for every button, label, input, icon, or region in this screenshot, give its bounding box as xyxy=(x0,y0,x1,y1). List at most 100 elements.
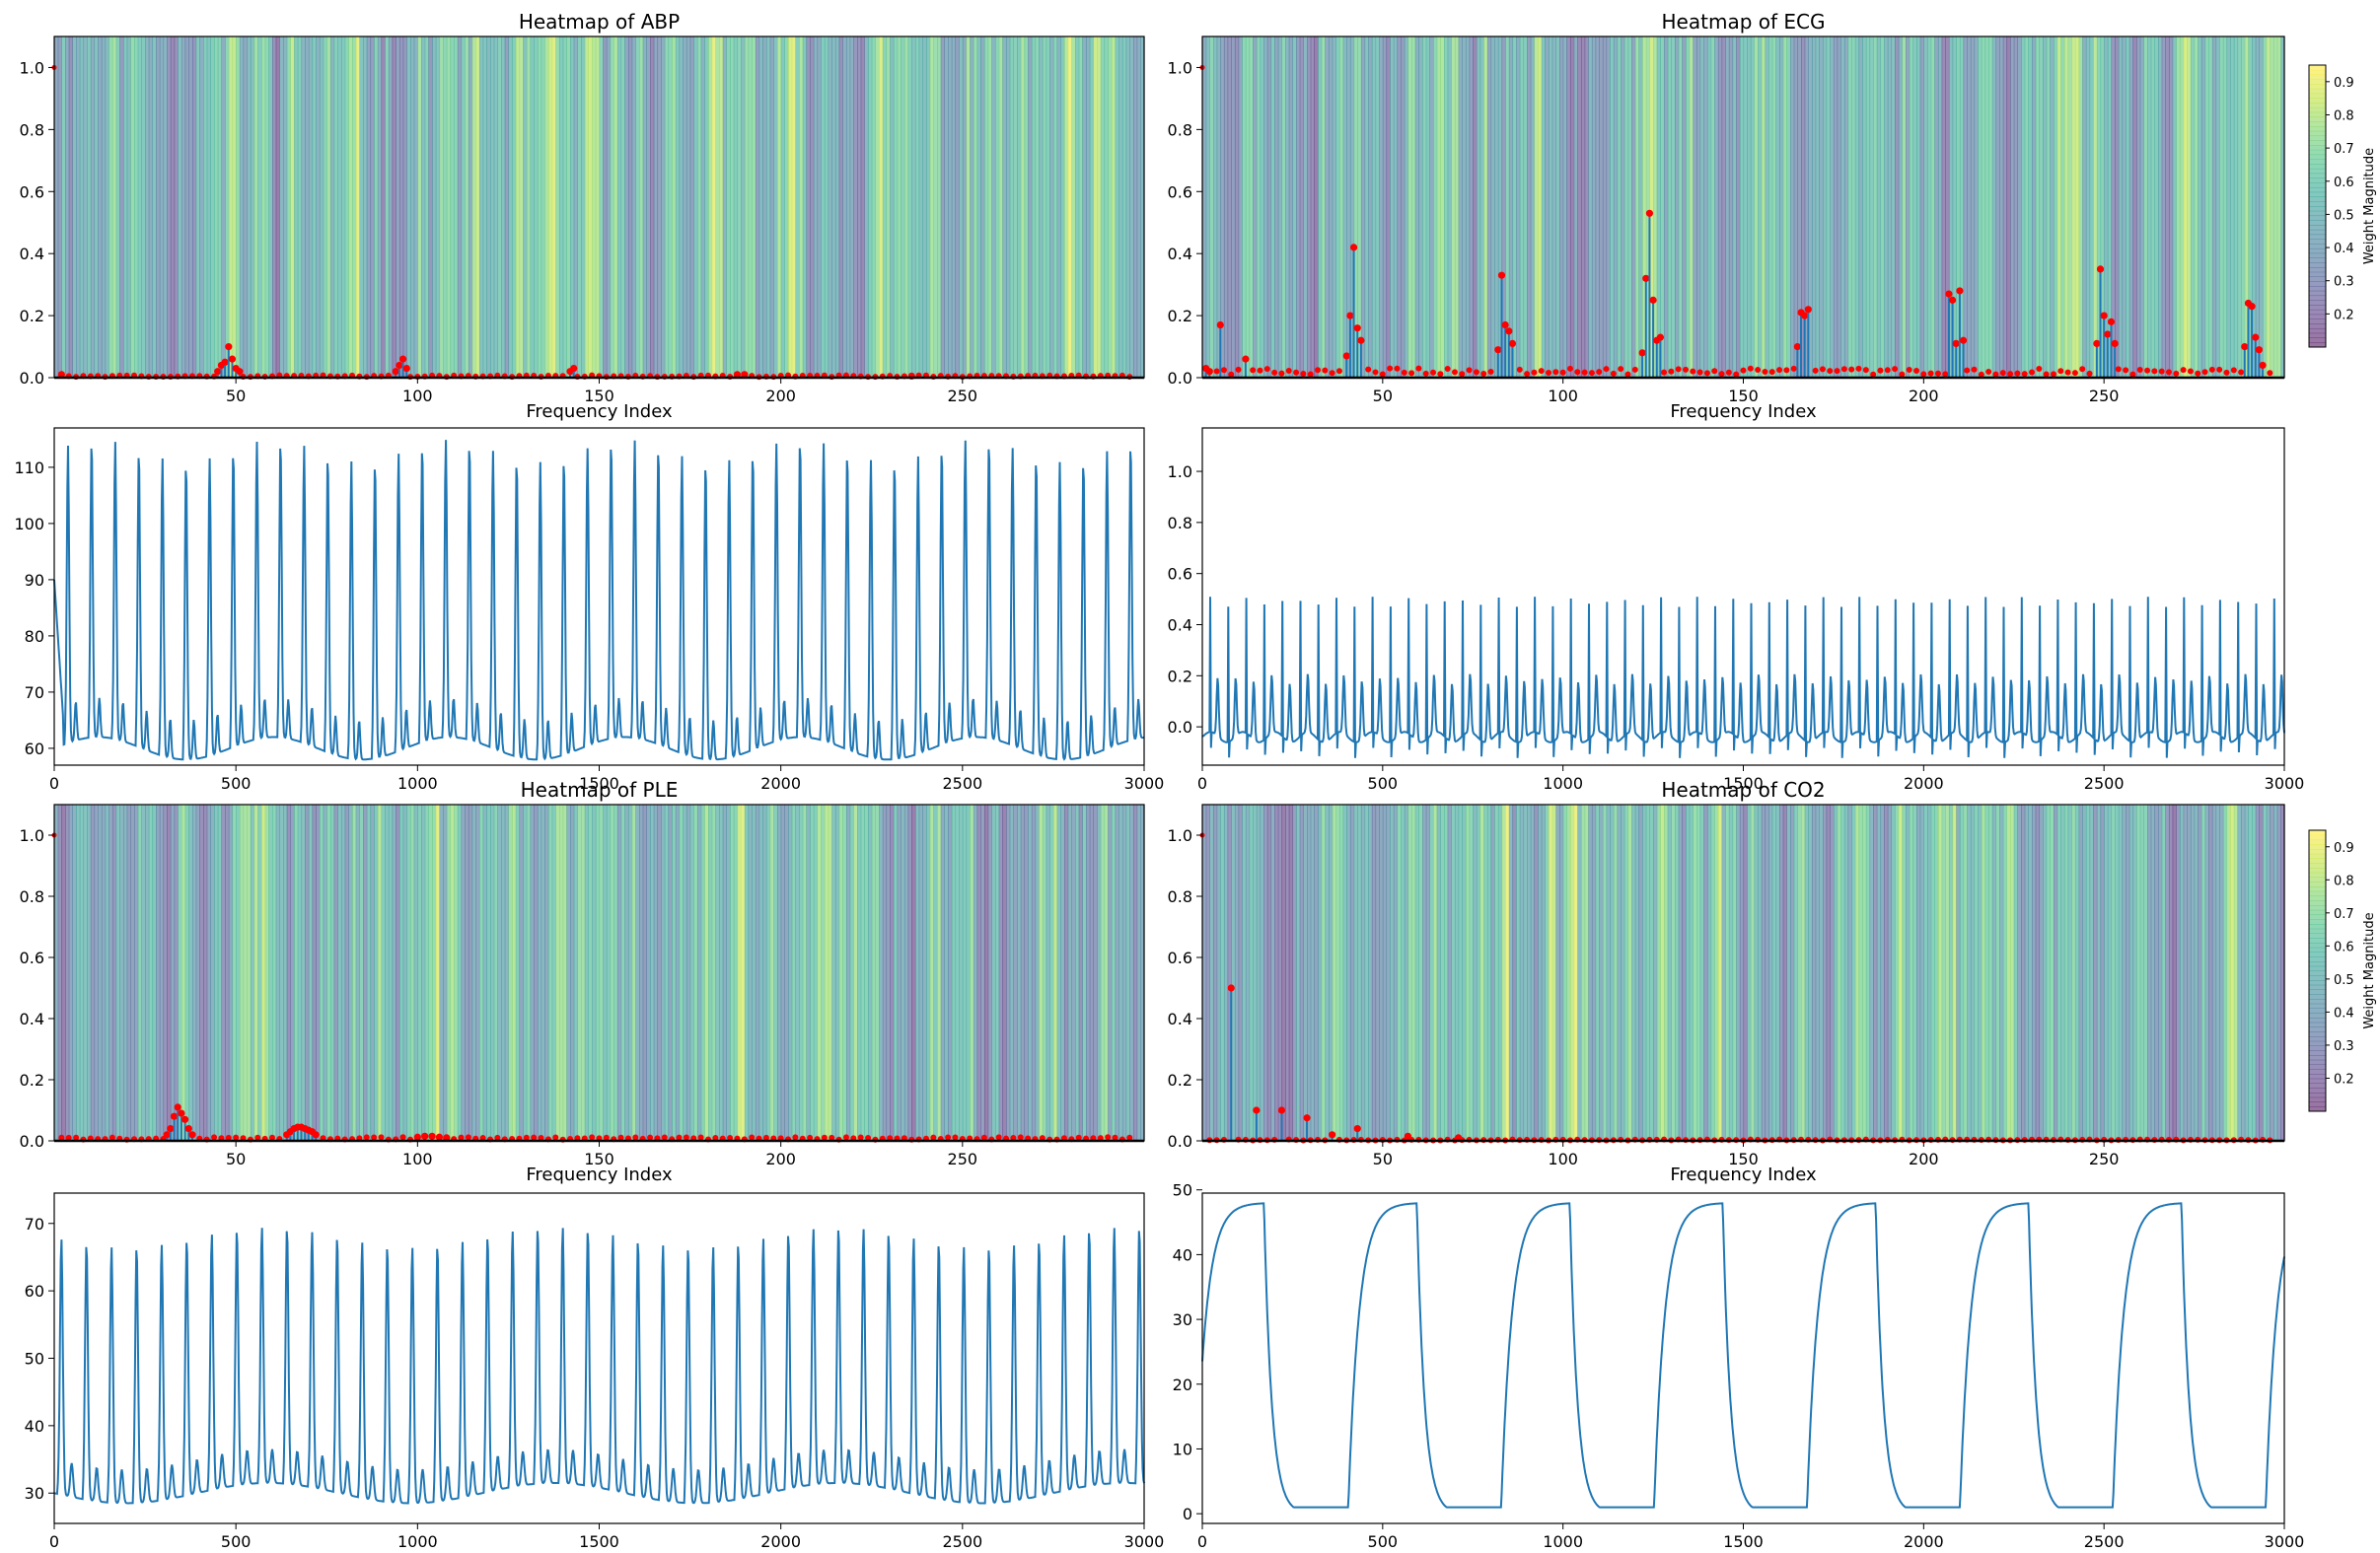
heatmap-cell xyxy=(842,805,847,1141)
x-tick-label: 100 xyxy=(402,387,433,405)
heatmap-cell xyxy=(1941,36,1946,378)
y-tick-label: 1.0 xyxy=(20,826,44,845)
heatmap-cell xyxy=(443,805,448,1141)
heatmap-cell xyxy=(1393,805,1399,1141)
heatmap-cell xyxy=(83,36,88,378)
heatmap-cell xyxy=(1379,36,1384,378)
heatmap-cell xyxy=(1721,805,1726,1141)
colorbar-cell xyxy=(2309,314,2326,319)
stem-marker xyxy=(2057,368,2064,375)
stem-marker xyxy=(178,1109,185,1117)
stem-marker xyxy=(995,1134,1002,1141)
colorbar-tick-label: 0.3 xyxy=(2334,1039,2354,1054)
y-tick-label: 20 xyxy=(1173,1376,1192,1394)
stem-marker xyxy=(1703,370,1710,377)
stem-marker xyxy=(1473,369,1479,376)
heatmap-cell xyxy=(504,36,510,378)
heatmap-cell xyxy=(1549,36,1553,378)
heatmap-cell xyxy=(1253,36,1258,378)
heatmap-cell xyxy=(744,805,750,1141)
heatmap-cell xyxy=(907,805,912,1141)
heatmap-cell xyxy=(1822,36,1828,378)
stem-marker xyxy=(1942,371,1949,378)
heatmap-cell xyxy=(1988,805,1993,1141)
heatmap-cell xyxy=(1999,36,2004,378)
heatmap-cell xyxy=(1851,36,1856,378)
stem-marker xyxy=(1060,1135,1067,1142)
stem-marker xyxy=(1790,365,1797,372)
heatmap-cell xyxy=(2276,805,2281,1141)
stem-marker xyxy=(1444,366,1451,373)
stem-marker xyxy=(371,1134,378,1141)
stem-marker xyxy=(2093,339,2101,347)
heatmap-cell xyxy=(890,36,895,378)
heatmap-cell xyxy=(108,36,113,378)
heatmap-cell xyxy=(1364,805,1369,1141)
heatmap-cell xyxy=(126,36,131,378)
heatmap-cell xyxy=(1115,36,1119,378)
heatmap-cell xyxy=(566,805,571,1141)
heatmap-cell xyxy=(450,805,455,1141)
heatmap-cell xyxy=(1469,36,1474,378)
heatmap-cell xyxy=(1634,805,1640,1141)
heatmap-cell xyxy=(478,805,484,1141)
colorbar-tick-label: 0.7 xyxy=(2334,907,2354,922)
heatmap-cell xyxy=(421,36,426,378)
stem-marker xyxy=(1105,1134,1112,1141)
heatmap-cell xyxy=(94,36,99,378)
stem-marker xyxy=(749,1134,756,1141)
heatmap-cell xyxy=(1739,805,1745,1141)
stem-marker xyxy=(1408,370,1415,377)
heatmap-cell xyxy=(1379,805,1384,1141)
heatmap-cell xyxy=(392,36,397,378)
y-tick-label: 10 xyxy=(1173,1440,1192,1458)
heatmap-cell xyxy=(134,36,139,378)
heatmap-cell xyxy=(726,36,731,378)
heatmap-cell xyxy=(1916,36,1921,378)
y-tick-label: 1.0 xyxy=(20,58,44,77)
heatmap-cell xyxy=(1382,805,1388,1141)
heatmap-cell xyxy=(860,805,865,1141)
heatmap-cell xyxy=(937,36,942,378)
heatmap-cell xyxy=(145,805,150,1141)
heatmap-cell xyxy=(406,36,411,378)
heatmap-cell xyxy=(1274,36,1279,378)
heatmap-cell xyxy=(2053,805,2058,1141)
heatmap-cell xyxy=(1071,36,1076,378)
stem-marker xyxy=(807,1134,814,1141)
colorbar-cell xyxy=(2309,332,2326,338)
stem-marker xyxy=(1271,369,1278,376)
heatmap-cell xyxy=(2143,805,2148,1141)
heatmap-cell xyxy=(642,805,647,1141)
heatmap-cell xyxy=(272,805,277,1141)
colorbar-cell xyxy=(2309,961,2326,967)
heatmap-cell xyxy=(203,36,208,378)
heatmap-cell xyxy=(2132,36,2137,378)
heatmap-cell xyxy=(1479,805,1484,1141)
heatmap-cell xyxy=(461,805,466,1141)
heatmap-cell xyxy=(130,805,135,1141)
heatmap-cell xyxy=(599,805,604,1141)
heatmap-cell xyxy=(642,36,647,378)
heatmap-cell xyxy=(748,805,753,1141)
heatmap-cell xyxy=(730,805,735,1141)
heatmap-cell xyxy=(2226,805,2231,1141)
heatmap-cell xyxy=(1353,36,1358,378)
heatmap-stripes xyxy=(1202,36,2285,378)
heatmap-cell xyxy=(2071,36,2076,378)
heatmap-cell xyxy=(639,805,644,1141)
heatmap-cell xyxy=(1858,36,1863,378)
heatmap-cell xyxy=(893,805,899,1141)
heatmap-cell xyxy=(1205,36,1210,378)
heatmap-cell xyxy=(1545,36,1550,378)
heatmap-cell xyxy=(1685,805,1691,1141)
heatmap-cell xyxy=(842,36,847,378)
x-tick-label: 250 xyxy=(2089,387,2120,405)
heatmap-cell xyxy=(588,36,593,378)
heatmap-cell xyxy=(722,805,728,1141)
y-tick-label: 0.6 xyxy=(1168,182,1192,201)
heatmap-cell xyxy=(1386,36,1391,378)
heatmap-cell xyxy=(948,805,953,1141)
heatmap-cell xyxy=(152,36,157,378)
heatmap-cell xyxy=(1854,805,1860,1141)
